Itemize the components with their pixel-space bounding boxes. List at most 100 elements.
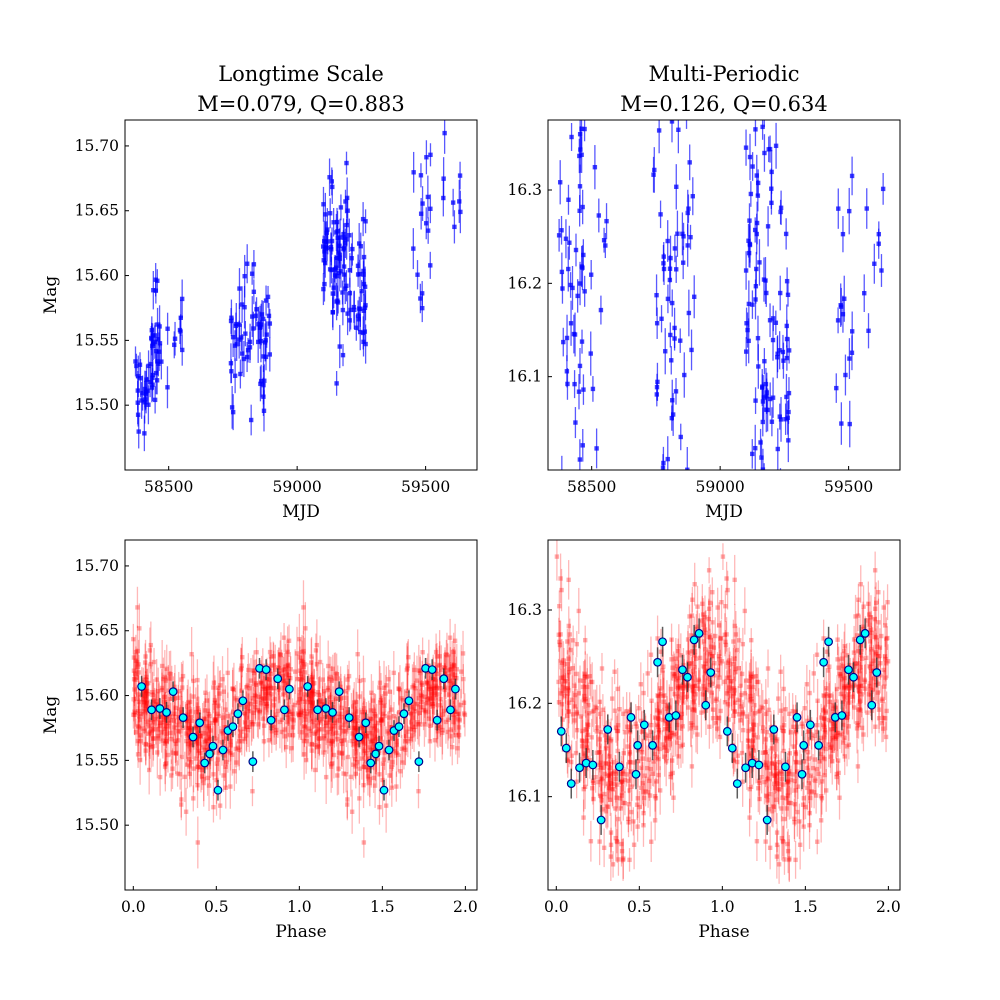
data-point xyxy=(277,719,283,725)
binned-point xyxy=(147,705,156,715)
binned-point xyxy=(218,745,228,755)
data-point xyxy=(421,707,426,713)
data-point xyxy=(811,671,816,676)
data-point xyxy=(563,694,568,699)
data-point xyxy=(179,677,184,682)
data-point xyxy=(624,772,629,777)
data-point xyxy=(415,702,420,707)
data-point xyxy=(342,689,348,694)
data-point xyxy=(873,650,879,655)
data-point xyxy=(710,589,715,595)
data-point xyxy=(442,671,448,677)
data-point xyxy=(750,738,756,743)
data-point xyxy=(568,282,573,288)
data-point xyxy=(821,693,826,698)
data-point xyxy=(784,780,790,785)
data-point xyxy=(317,720,322,725)
data-point xyxy=(381,757,387,762)
data-point xyxy=(187,725,192,731)
data-point xyxy=(188,714,194,720)
data-point xyxy=(400,760,405,765)
data-point xyxy=(135,660,140,665)
data-point xyxy=(716,654,722,659)
data-point xyxy=(271,663,276,668)
data-point xyxy=(872,261,877,266)
binned-point xyxy=(273,674,283,684)
data-point xyxy=(778,209,783,215)
data-point xyxy=(309,748,314,753)
data-point xyxy=(193,709,199,715)
data-point xyxy=(861,604,866,609)
x-tick-label: 0.0 xyxy=(121,898,146,916)
data-point xyxy=(149,744,154,750)
data-point xyxy=(379,718,384,724)
data-point xyxy=(706,606,712,611)
data-point xyxy=(665,456,670,462)
data-point xyxy=(334,273,340,279)
data-point xyxy=(675,231,680,236)
data-point xyxy=(390,759,395,765)
data-point xyxy=(371,775,376,781)
data-point xyxy=(689,347,694,353)
data-point xyxy=(417,668,423,674)
data-point xyxy=(649,722,654,728)
data-point xyxy=(268,671,274,677)
data-point xyxy=(203,690,208,695)
data-point xyxy=(873,635,879,640)
data-point xyxy=(339,705,344,711)
data-point xyxy=(135,648,140,654)
data-point xyxy=(840,231,846,237)
data-point xyxy=(284,672,289,677)
data-point xyxy=(685,210,690,216)
data-point xyxy=(612,769,618,774)
data-point xyxy=(687,614,692,619)
y-tick-label: 16.1 xyxy=(507,788,542,806)
data-point xyxy=(274,712,279,717)
data-point xyxy=(169,773,174,778)
data-point xyxy=(346,685,351,690)
data-point xyxy=(153,370,159,376)
data-point xyxy=(215,711,220,717)
data-point xyxy=(582,751,588,756)
data-point xyxy=(309,741,315,747)
data-point xyxy=(323,723,329,729)
data-point xyxy=(345,208,350,213)
data-point xyxy=(769,809,775,814)
data-point xyxy=(746,301,752,307)
data-point xyxy=(726,688,731,694)
data-point xyxy=(878,661,883,666)
data-point xyxy=(165,385,170,390)
data-point xyxy=(150,744,156,749)
data-point xyxy=(694,626,699,632)
data-point xyxy=(162,694,167,700)
data-point xyxy=(872,568,878,573)
data-point xyxy=(875,681,881,686)
data-point xyxy=(329,738,335,744)
data-point xyxy=(320,701,325,707)
data-point xyxy=(877,645,883,650)
data-point xyxy=(269,692,274,697)
data-point xyxy=(748,751,754,756)
data-point xyxy=(178,315,183,321)
data-point xyxy=(347,318,352,323)
data-point xyxy=(189,718,194,724)
data-point xyxy=(355,651,360,657)
data-point xyxy=(372,783,378,788)
data-point xyxy=(354,741,360,746)
data-point xyxy=(394,750,399,756)
data-point xyxy=(764,394,769,399)
data-point xyxy=(196,748,201,754)
data-point xyxy=(154,701,159,707)
data-point xyxy=(862,679,868,684)
data-point xyxy=(665,726,670,731)
data-point xyxy=(596,779,601,785)
data-point xyxy=(217,691,222,696)
data-point xyxy=(229,752,235,757)
data-point xyxy=(648,729,654,735)
data-point xyxy=(822,727,827,733)
data-point xyxy=(378,736,383,741)
data-point xyxy=(717,675,722,680)
data-point xyxy=(396,686,402,691)
data-point xyxy=(732,709,737,714)
data-point xyxy=(205,742,210,747)
